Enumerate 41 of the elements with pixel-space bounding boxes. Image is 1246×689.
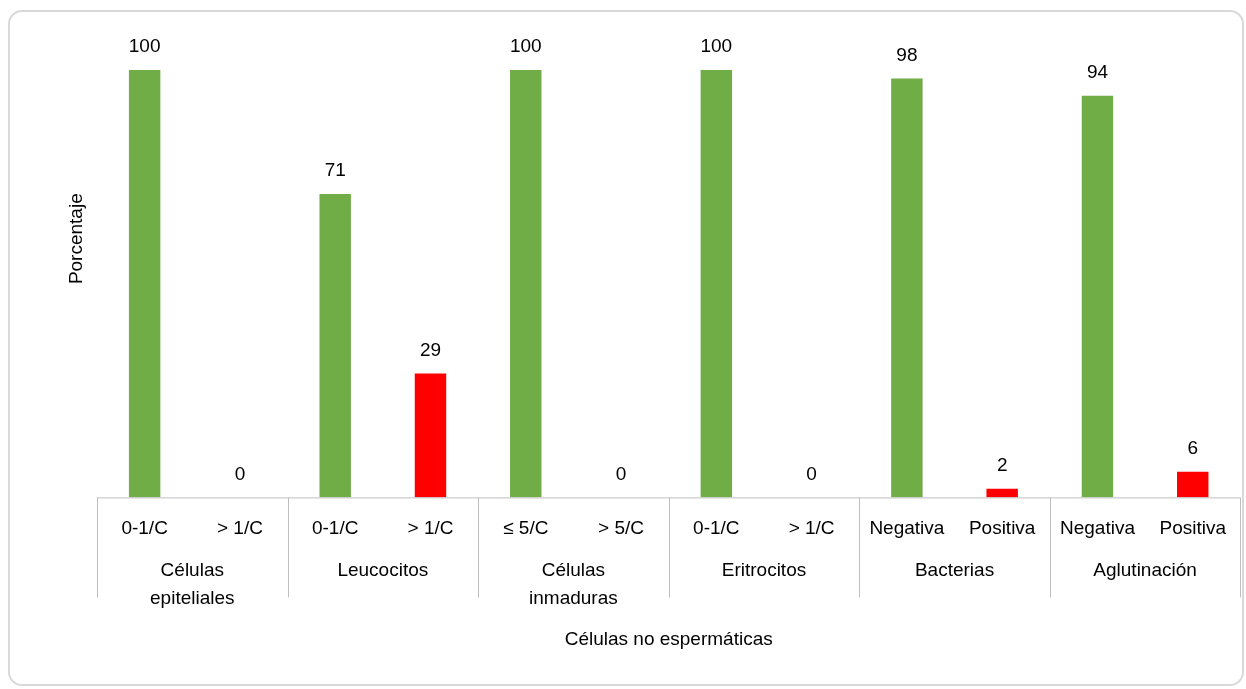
- data-label: 6: [1187, 436, 1199, 458]
- bar: [1177, 471, 1209, 498]
- data-label: 0: [806, 462, 817, 484]
- bar: [510, 70, 542, 498]
- data-label: 100: [509, 35, 542, 57]
- x-tick-label: 0-1/C: [311, 517, 359, 539]
- data-label: 2: [996, 454, 1008, 476]
- x-tick-label: Positiva: [1159, 517, 1227, 539]
- text: Leucocitos: [337, 558, 429, 580]
- y-axis-title: Porcentaje: [65, 193, 87, 285]
- bar: [986, 488, 1018, 498]
- x-tick-label: 0-1/C: [121, 517, 168, 539]
- text: Bacterias: [914, 558, 995, 580]
- x-tick-label: Negativa: [1059, 517, 1136, 539]
- x-tick-label: ≤ 5/C: [503, 517, 549, 539]
- data-label: 0: [234, 462, 246, 484]
- text: Células inmaduras: [529, 558, 618, 608]
- bar: [891, 78, 923, 498]
- bar: [319, 193, 351, 498]
- text: Aglutinación: [1093, 558, 1197, 580]
- data-label: 100: [128, 35, 161, 57]
- text: Células epiteliales: [150, 558, 235, 608]
- x-tick-label: > 5/C: [598, 517, 645, 539]
- x-tick-label: Negativa: [869, 517, 945, 539]
- x-tick-label: Positiva: [968, 517, 1036, 539]
- x-tick-label: > 1/C: [788, 517, 835, 539]
- x-tick-label: 0-1/C: [693, 517, 740, 539]
- x-tick-label: > 1/C: [216, 517, 263, 539]
- bar: [700, 70, 733, 498]
- bar: [414, 373, 447, 498]
- data-label: 94: [1086, 60, 1109, 82]
- x-tick-label: > 1/C: [407, 517, 454, 539]
- bar: [1081, 95, 1114, 498]
- data-label: 71: [324, 159, 346, 181]
- bar: [128, 70, 161, 498]
- data-label: 98: [896, 43, 918, 65]
- text: Eritrocitos: [721, 558, 807, 580]
- data-label: 29: [419, 338, 442, 360]
- data-label: 0: [615, 462, 627, 484]
- data-label: 100: [700, 35, 733, 57]
- x-axis-title: Células no espermáticas: [564, 627, 773, 649]
